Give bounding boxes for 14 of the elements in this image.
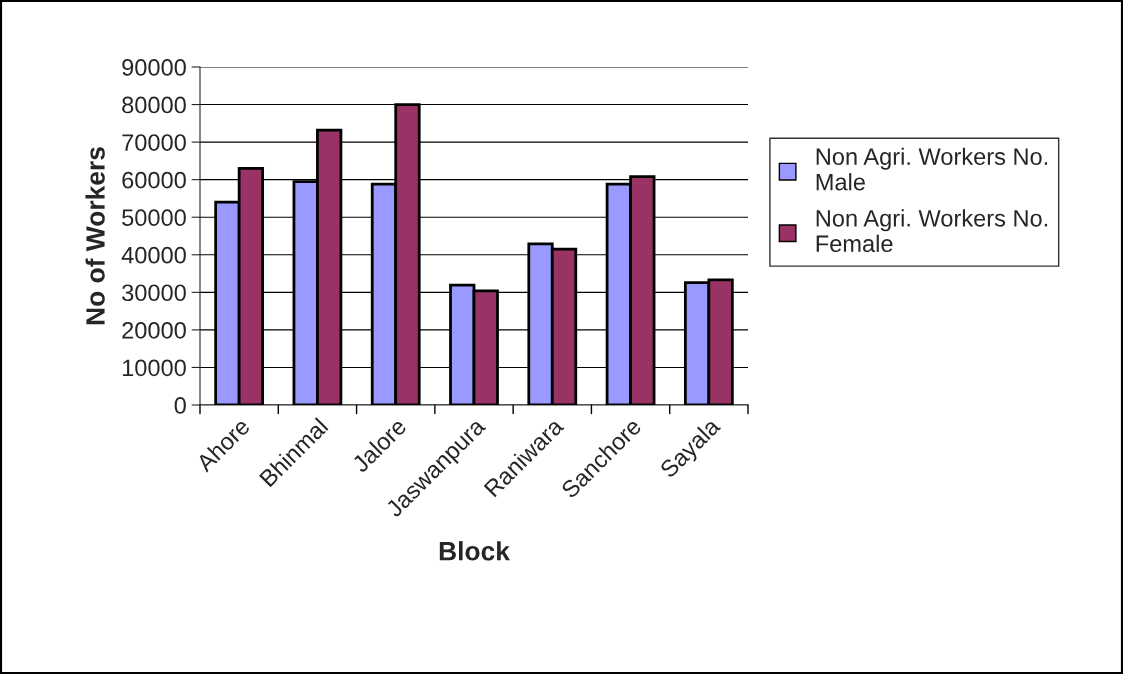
y-tick-label: 0: [174, 397, 186, 414]
y-tick-label: 60000: [122, 171, 186, 189]
legend-label: Non Agri. Workers No. Male: [816, 147, 1048, 191]
y-tick-label: 10000: [122, 359, 186, 377]
y-tick-label: 70000: [122, 134, 186, 151]
y-tick-label: 90000: [122, 59, 186, 76]
y-tick-label: 50000: [122, 209, 186, 227]
x-axis-title: Block: [439, 541, 510, 561]
y-axis-title: No of Workers: [85, 147, 105, 325]
y-tick-label: 30000: [122, 284, 186, 302]
y-tick-label: 80000: [122, 96, 186, 114]
legend-label: Non Agri. Workers No. Female: [816, 209, 1048, 253]
y-tick-label: 40000: [121, 246, 186, 264]
y-tick-label: 20000: [122, 321, 186, 339]
